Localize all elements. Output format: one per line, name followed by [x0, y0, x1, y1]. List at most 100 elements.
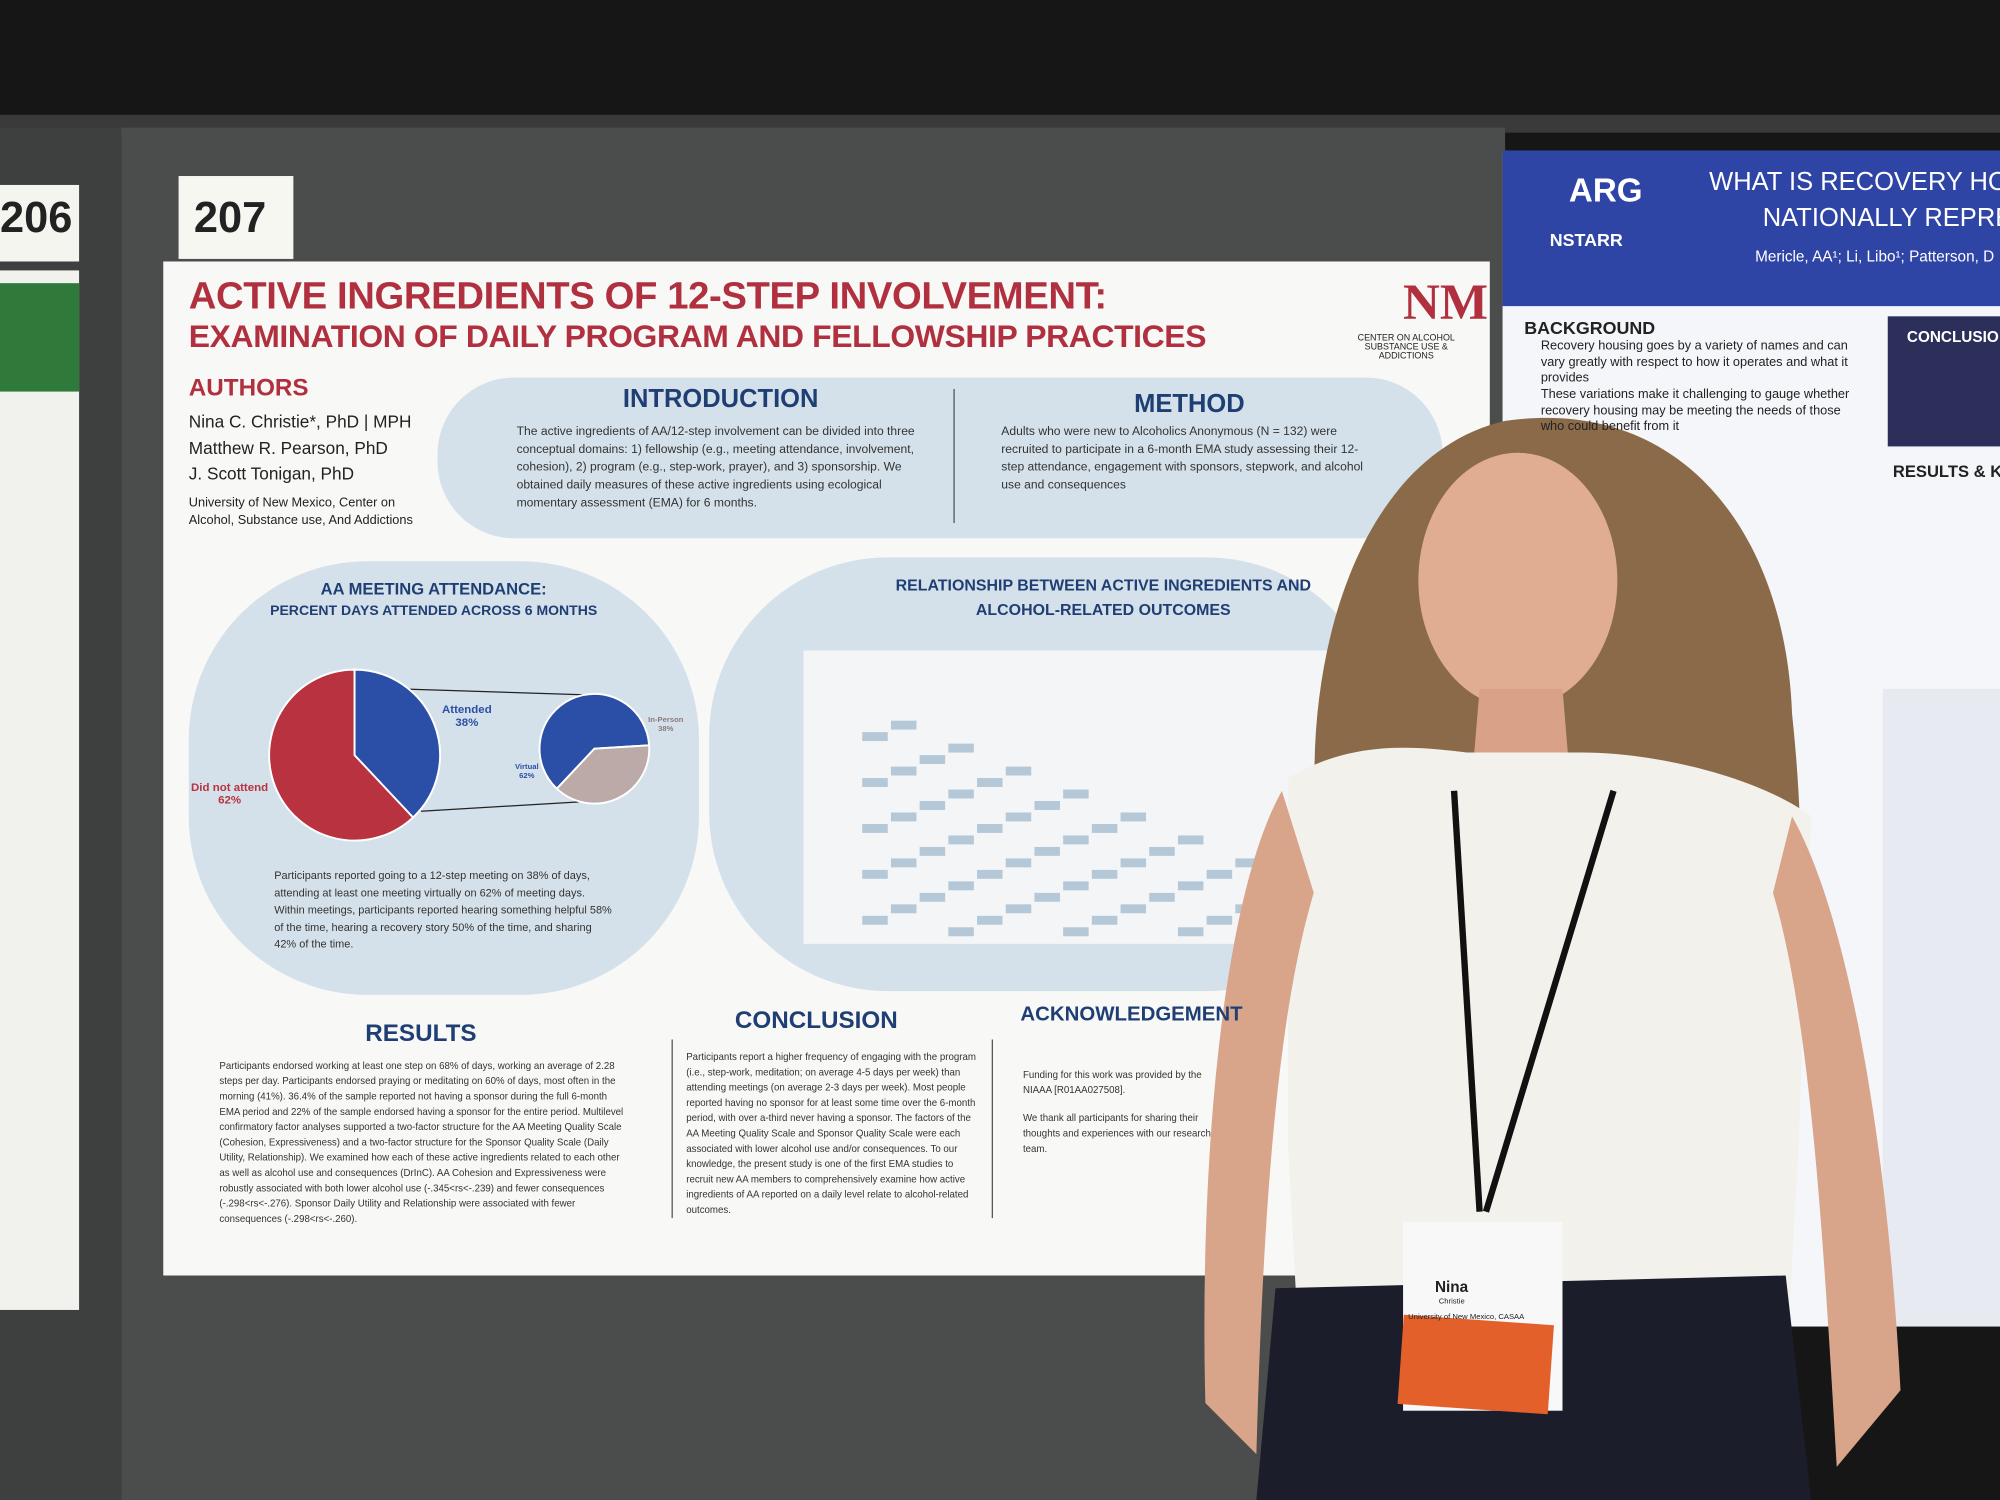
pie-label: Virtual [514, 764, 539, 772]
poster-title: ACTIVE INGREDIENTS OF 12-STEP INVOLVEMEN… [188, 275, 1107, 318]
table-cell [890, 766, 917, 776]
heading: RELATIONSHIP BETWEEN ACTIVE INGREDIENTS … [895, 576, 1312, 595]
table-cell [1034, 846, 1060, 856]
pie-slice [268, 668, 415, 842]
paragraph: Funding for this work was provided by th… [1022, 1068, 1202, 1096]
table-cell [948, 743, 974, 753]
booth-number: 207 [193, 193, 267, 243]
heading: BACKGROUND [1524, 317, 1656, 339]
table-cell [977, 915, 1003, 925]
pie-label: 38% [658, 725, 674, 733]
table-cell [890, 858, 917, 868]
table-cell [1149, 846, 1175, 856]
table-cell [948, 835, 974, 845]
table-cell [1177, 835, 1204, 845]
logo-text: CENTER ON ALCOHOL SUBSTANCE USE & ADDICT… [1357, 334, 1455, 361]
table-cell [1235, 858, 1261, 868]
table-cell [919, 892, 946, 902]
table-cell [1206, 915, 1233, 925]
pie-label: 38% [455, 715, 479, 729]
table-cell [1177, 881, 1204, 891]
table-cell [919, 755, 946, 765]
table-cell [1063, 835, 1089, 845]
table-cell [977, 778, 1003, 787]
table-cell [1005, 812, 1032, 822]
table-cell [1120, 858, 1147, 868]
author: Matthew R. Pearson, PhD [188, 438, 388, 458]
pie-label: In-Person [648, 716, 684, 725]
pie-slice [555, 744, 651, 805]
table-cell [862, 823, 888, 833]
table-cell [862, 732, 888, 742]
bullet: Recovery housing goes by a variety of na… [1540, 339, 1848, 386]
table-cell [1063, 927, 1089, 937]
paragraph: Participants endorsed working at least o… [219, 1059, 624, 1225]
unm-logo: NM [1403, 275, 1488, 331]
pie-label: 62% [519, 772, 535, 781]
table-cell [1091, 823, 1118, 833]
badge-surname: Christie [1438, 1298, 1465, 1307]
table-cell [890, 720, 917, 730]
heading: RESULTS & KEY [1892, 461, 2000, 481]
logo: ARG [1568, 170, 1643, 210]
heading: AA MEETING ATTENDANCE: [320, 579, 547, 599]
table-cell [919, 846, 946, 856]
pie-label: Attended [441, 702, 492, 716]
table-cell [1005, 858, 1032, 868]
table-cell [1177, 927, 1204, 937]
table-cell [1149, 892, 1175, 902]
table-cell [1063, 789, 1089, 799]
table-cell [1034, 801, 1060, 810]
heading: AUTHORS [188, 374, 309, 402]
paragraph: Adults who were new to Alcoholics Anonym… [1001, 424, 1364, 493]
table-cell [948, 881, 974, 891]
pie-label: Did not attend [191, 780, 269, 794]
booth-number: 206 [0, 193, 73, 243]
heading: CONCLUSION [734, 1007, 898, 1035]
table-cell [862, 915, 888, 925]
table-cell [1206, 869, 1233, 879]
paragraph: The active ingredients of AA/12-step inv… [516, 424, 915, 511]
author: Nina C. Christie*, PhD | MPH [188, 411, 412, 432]
paragraph: Participants report a higher frequency o… [686, 1051, 976, 1216]
caption: Participants reported going to a 12-step… [274, 868, 612, 951]
table-cell [862, 869, 888, 879]
table-cell [1120, 812, 1147, 822]
neighbor-title: NATIONALLY REPRESEN [1762, 204, 2000, 233]
pie-slice [353, 668, 441, 819]
table-cell [1120, 904, 1147, 914]
paragraph: We thank all participants for sharing th… [1022, 1112, 1211, 1155]
heading: ACKNOWLEDGEMENT [1020, 1003, 1243, 1026]
subheading: PERCENT DAYS ATTENDED ACROSS 6 MONTHS [270, 603, 598, 619]
table-cell [862, 778, 888, 787]
heading: ALCOHOL-RELATED OUTCOMES [975, 600, 1231, 619]
badge-affiliation: University of New Mexico, CASAA [1408, 1313, 1525, 1322]
bullet: These variations make it challenging to … [1540, 387, 1850, 434]
table-cell [1091, 869, 1118, 879]
heading: RESULTS [365, 1020, 477, 1048]
poster-subtitle: EXAMINATION OF DAILY PROGRAM AND FELLOWS… [188, 318, 1207, 355]
table-cell [977, 823, 1003, 833]
neighbor-authors: Mericle, AA¹; Li, Libo¹; Patterson, D [1755, 247, 1995, 266]
heading: INTRODUCTION [622, 385, 819, 414]
table-cell [948, 789, 974, 799]
table-cell [1063, 881, 1089, 891]
pie-slice [538, 692, 651, 791]
table-cell [1005, 766, 1032, 776]
table-cell [948, 927, 974, 937]
heading: METHOD [1134, 390, 1245, 419]
heading: CONCLUSIO [1906, 327, 1999, 346]
table-cell [1091, 915, 1118, 925]
table-cell [1005, 904, 1032, 914]
table-cell [919, 801, 946, 810]
table-cell [890, 812, 917, 822]
affiliation: University of New Mexico, Center on Alco… [188, 496, 413, 529]
table-cell [977, 869, 1003, 879]
author: J. Scott Tonigan, PhD [188, 464, 355, 484]
table-cell [1034, 892, 1060, 902]
neighbor-title: WHAT IS RECOVERY HOUSIN [1709, 168, 2000, 197]
pie-label: 62% [218, 793, 242, 806]
table-cell [890, 904, 917, 914]
